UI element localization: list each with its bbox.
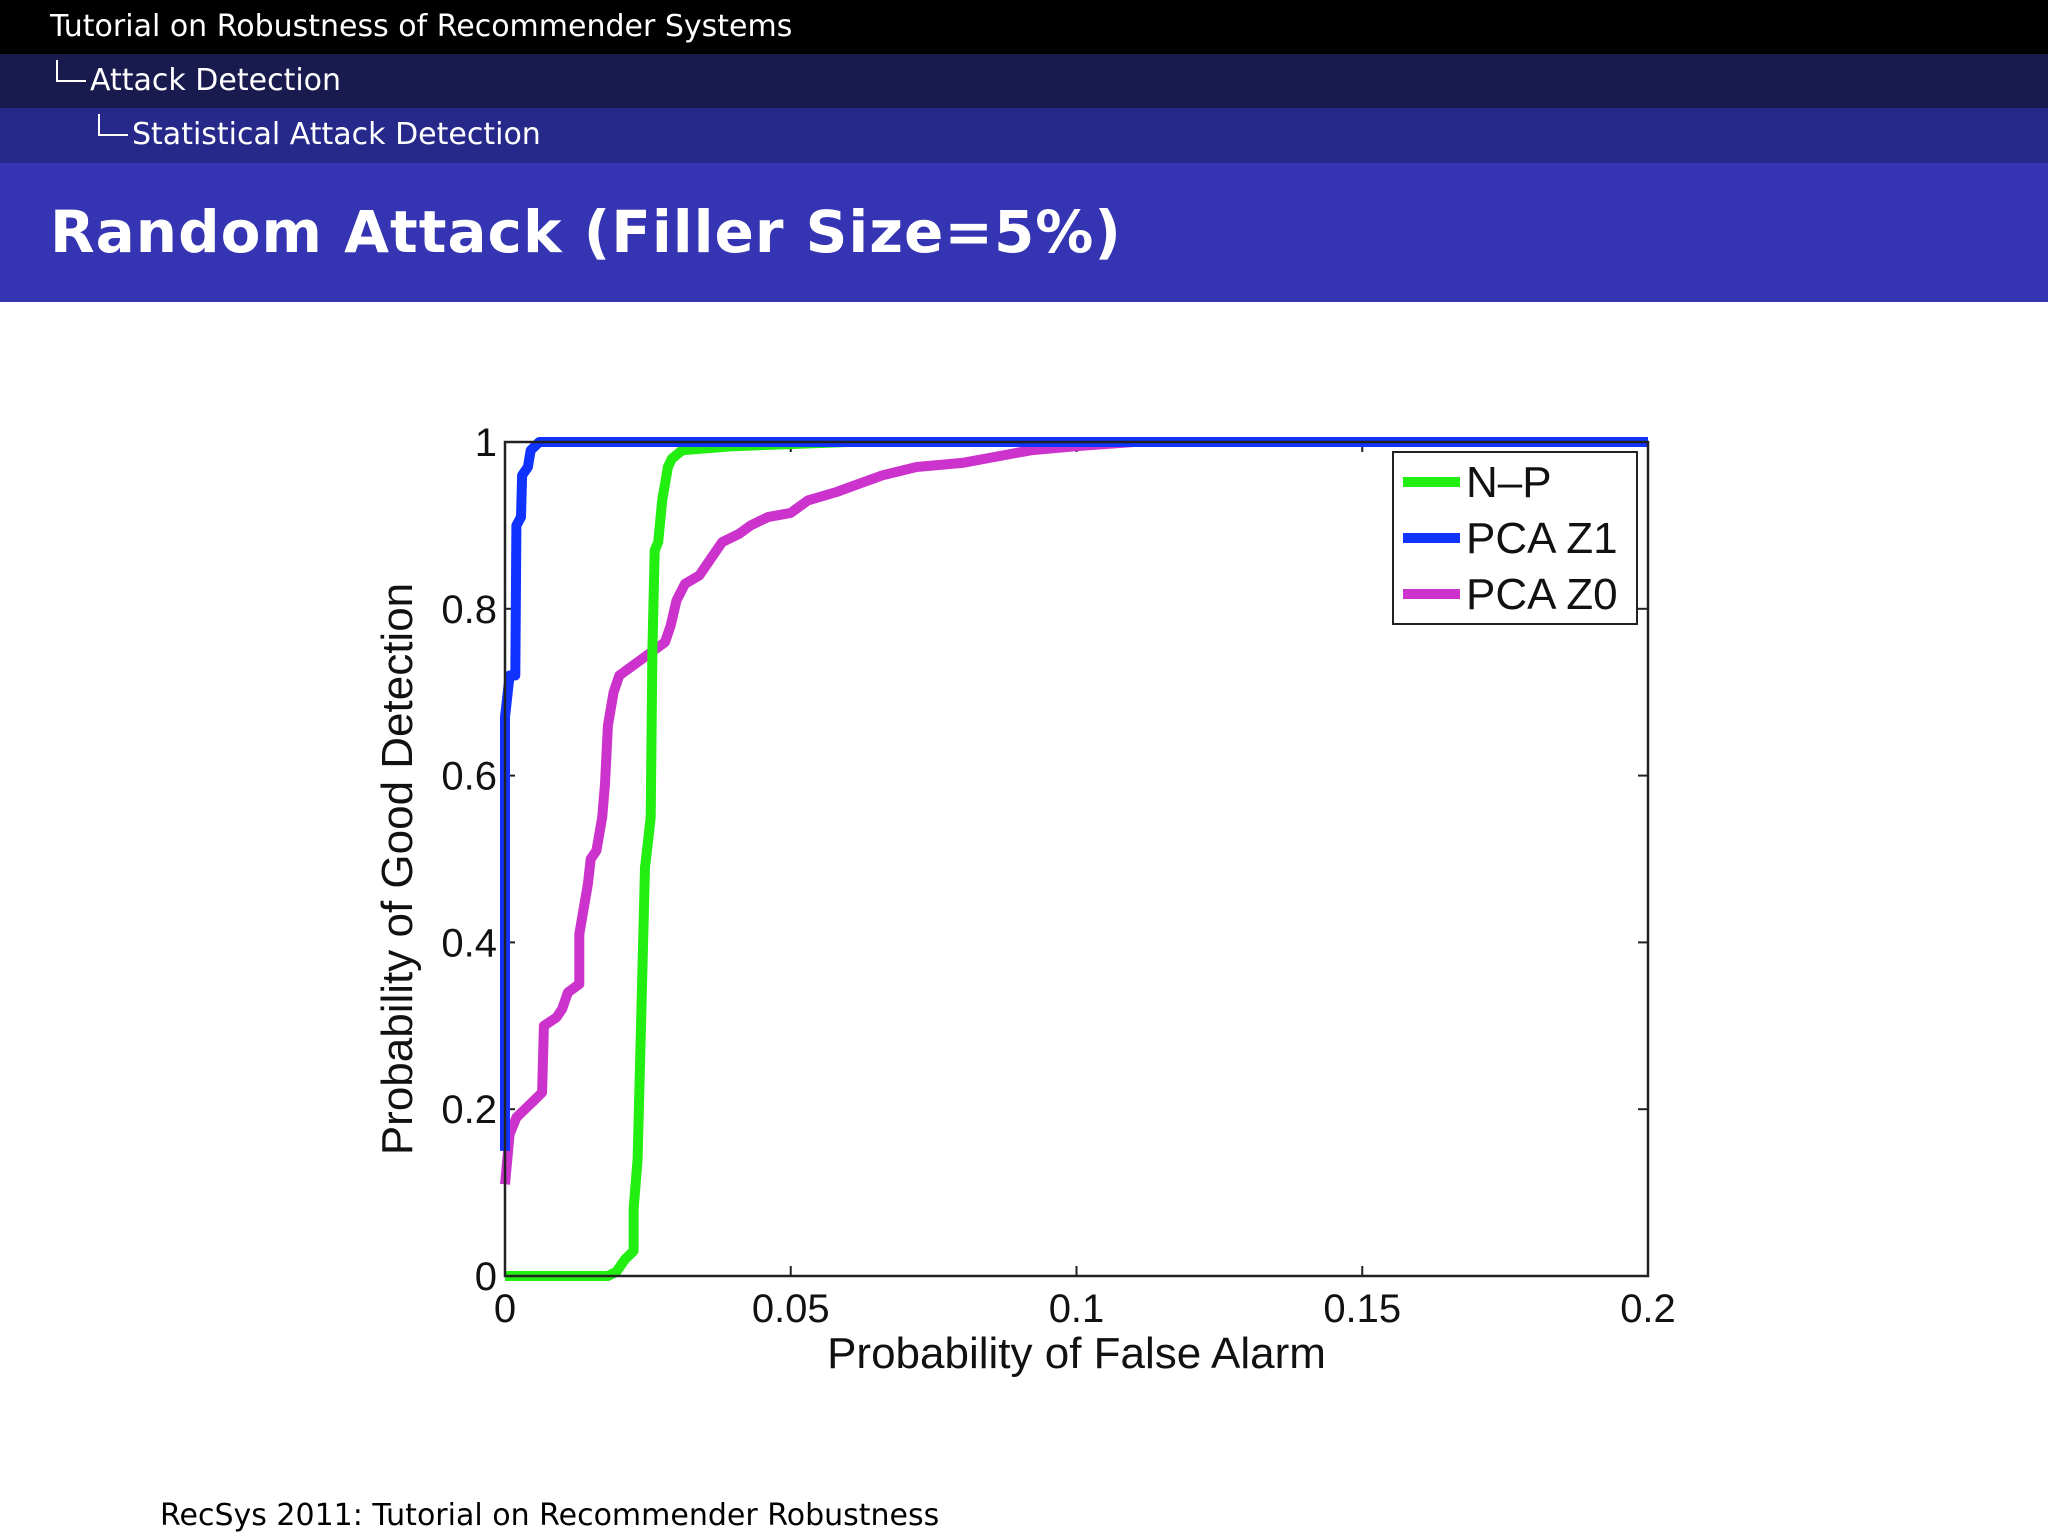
presentation-title-bar: Tutorial on Robustness of Recommender Sy… bbox=[0, 0, 2048, 54]
x-tick-label: 0.05 bbox=[752, 1287, 830, 1331]
x-axis-label: Probability of False Alarm bbox=[827, 1329, 1326, 1378]
y-tick-label: 1 bbox=[475, 421, 497, 465]
frame-title-bar: Random Attack (Filler Size=5%) bbox=[0, 163, 2048, 302]
plot-frame bbox=[503, 440, 1650, 1278]
footer-text: RecSys 2011: Tutorial on Recommender Rob… bbox=[160, 1498, 940, 1533]
tree-branch-icon bbox=[98, 114, 128, 136]
legend: N–P PCA Z1 PCA Z0 bbox=[1392, 451, 1638, 625]
section-title: Attack Detection bbox=[90, 63, 342, 98]
legend-label: PCA Z0 bbox=[1466, 570, 1618, 619]
y-tick-label: 0 bbox=[475, 1255, 497, 1299]
section-bar: Attack Detection bbox=[0, 54, 2048, 108]
legend-label: N–P bbox=[1466, 458, 1552, 507]
legend-label: PCA Z1 bbox=[1466, 514, 1618, 563]
x-tick-label: 0.2 bbox=[1620, 1287, 1676, 1331]
x-tick-label: 0.15 bbox=[1323, 1287, 1401, 1331]
subsection-bar: Statistical Attack Detection bbox=[0, 108, 2048, 163]
series-line-0 bbox=[505, 437, 1648, 1281]
presentation-title: Tutorial on Robustness of Recommender Sy… bbox=[50, 9, 793, 44]
y-tick-label: 0.4 bbox=[441, 921, 497, 965]
subsection-title: Statistical Attack Detection bbox=[132, 117, 541, 152]
frame-title: Random Attack (Filler Size=5%) bbox=[50, 198, 1122, 266]
y-tick-label: 0.6 bbox=[441, 755, 497, 799]
y-tick-label: 0.2 bbox=[441, 1088, 497, 1132]
x-tick-label: 0 bbox=[494, 1287, 516, 1331]
x-tick-label: 0.1 bbox=[1049, 1287, 1105, 1331]
y-tick-label: 0.8 bbox=[441, 588, 497, 632]
y-axis-label: Probability of Good Detection bbox=[373, 583, 422, 1155]
series-line-1 bbox=[500, 437, 1648, 1151]
tree-branch-icon bbox=[56, 60, 86, 82]
